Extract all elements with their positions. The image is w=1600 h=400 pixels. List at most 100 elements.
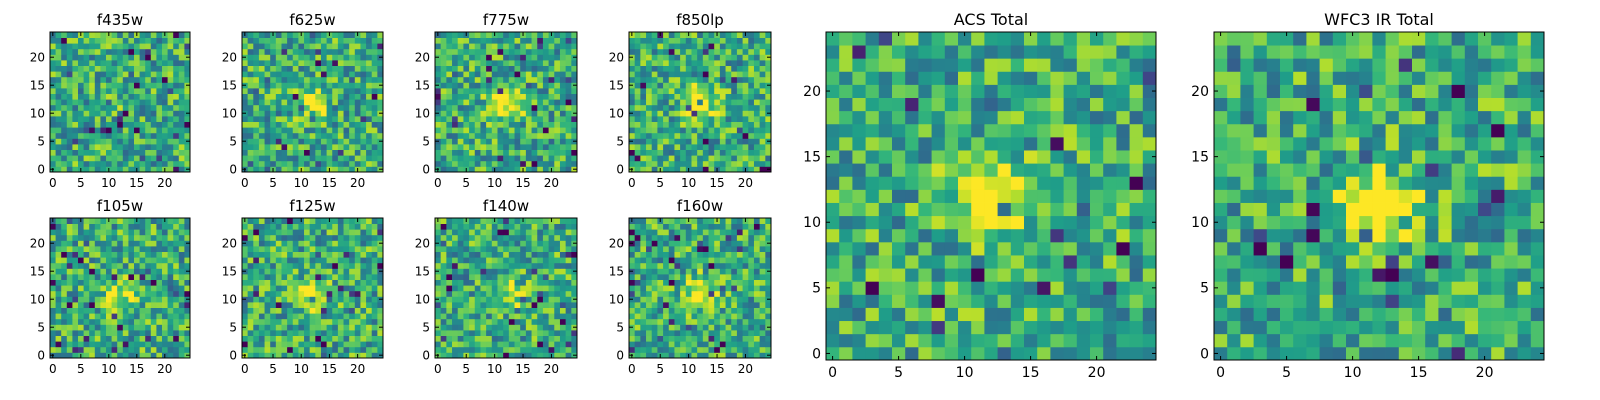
heatmap-cell	[537, 48, 544, 55]
heatmap-cell	[287, 274, 294, 280]
heatmap-cell	[83, 234, 90, 241]
heatmap-cell	[270, 262, 277, 269]
heatmap-cell	[537, 104, 544, 111]
heatmap-cell	[565, 160, 572, 167]
heatmap-cell	[309, 32, 316, 38]
heatmap-cell	[548, 307, 555, 314]
heatmap-cell	[264, 82, 271, 89]
heatmap-cell	[520, 302, 527, 308]
heatmap-cell	[440, 330, 447, 336]
heatmap-cell	[89, 346, 96, 353]
heatmap-cell	[371, 223, 378, 230]
heatmap-cell	[72, 246, 79, 252]
heatmap-cell	[78, 307, 84, 314]
heatmap-cell	[446, 160, 453, 167]
heatmap-cell	[320, 110, 327, 117]
heatmap-cell	[531, 352, 538, 359]
heatmap-cell	[525, 65, 532, 72]
heatmap-cell	[753, 127, 761, 134]
heatmap-cell	[508, 88, 515, 94]
heatmap-cell	[184, 116, 191, 122]
heatmap-cell	[731, 110, 738, 117]
heatmap-cell	[525, 132, 532, 139]
heatmap-cell	[542, 302, 549, 308]
heatmap-cell	[440, 313, 447, 320]
heatmap-cell	[377, 346, 384, 353]
heatmap-cell	[457, 223, 464, 230]
heatmap-cell	[150, 341, 157, 348]
heatmap-cell	[100, 335, 107, 342]
heatmap-cell	[117, 352, 124, 359]
heatmap-cell	[122, 246, 129, 252]
heatmap-cell	[304, 346, 311, 353]
heatmap-cell	[111, 335, 118, 342]
heatmap-cell	[748, 313, 755, 320]
heatmap-cell	[565, 76, 572, 83]
heatmap-cell	[242, 104, 249, 111]
heatmap-cell	[554, 330, 561, 336]
heatmap-cell	[486, 335, 493, 342]
heatmap-cell	[94, 234, 101, 241]
heatmap-cell	[759, 138, 766, 145]
heatmap-cell	[674, 307, 681, 314]
heatmap-cell	[242, 132, 249, 139]
heatmap-cell	[343, 54, 350, 61]
heatmap-cell	[315, 65, 322, 72]
heatmap-cell	[503, 307, 510, 314]
heatmap-cell	[173, 43, 180, 50]
heatmap-cell	[708, 324, 715, 331]
heatmap-cell	[50, 274, 56, 280]
heatmap-cell	[657, 127, 664, 134]
heatmap-cell	[469, 32, 476, 38]
heatmap-cell	[55, 296, 62, 303]
heatmap-cell	[753, 65, 761, 72]
heatmap-cell	[111, 104, 118, 111]
heatmap-cell	[354, 324, 361, 331]
heatmap-cell	[89, 335, 96, 342]
heatmap-cell	[145, 223, 152, 230]
heatmap-cell	[697, 65, 704, 72]
heatmap-cell	[253, 290, 260, 297]
heatmap-cell	[304, 318, 311, 325]
heatmap-cell	[559, 274, 567, 280]
heatmap-cell	[725, 279, 732, 286]
heatmap-cell	[326, 341, 333, 348]
heatmap-cell	[287, 279, 294, 286]
heatmap-cell	[275, 88, 282, 94]
heatmap-cell	[525, 324, 532, 331]
heatmap-cell	[337, 352, 344, 359]
heatmap-cell	[122, 229, 129, 236]
heatmap-cell	[525, 313, 532, 320]
heatmap-cell	[646, 54, 653, 61]
heatmap-cell	[343, 341, 350, 348]
heatmap-cell	[719, 65, 726, 72]
heatmap-cell	[184, 60, 191, 66]
heatmap-cell	[748, 296, 755, 303]
heatmap-cell	[520, 149, 527, 156]
heatmap-cell	[145, 132, 152, 139]
heatmap-cell	[111, 110, 118, 117]
heatmap-cell	[281, 82, 288, 89]
heatmap-cell	[134, 313, 140, 320]
heatmap-cell	[457, 352, 464, 359]
heatmap-cell	[680, 48, 687, 55]
heatmap-cell	[50, 43, 56, 50]
heatmap-cell	[469, 155, 476, 162]
heatmap-cell	[106, 279, 112, 286]
heatmap-cell	[332, 144, 339, 150]
heatmap-cell	[559, 82, 567, 89]
heatmap-cell	[55, 335, 62, 342]
heatmap-cell	[264, 234, 271, 241]
heatmap-cell	[646, 302, 653, 308]
heatmap-cell	[281, 48, 288, 55]
heatmap-cell	[657, 160, 664, 167]
heatmap-cell	[72, 296, 79, 303]
heatmap-cell	[253, 76, 260, 83]
heatmap-cell	[469, 324, 476, 331]
heatmap-cell	[162, 346, 168, 353]
heatmap-cell	[247, 290, 254, 297]
heatmap-cell	[66, 251, 73, 258]
heatmap-cell	[548, 104, 555, 111]
heatmap-cell	[292, 54, 299, 61]
heatmap-cell	[753, 76, 761, 83]
